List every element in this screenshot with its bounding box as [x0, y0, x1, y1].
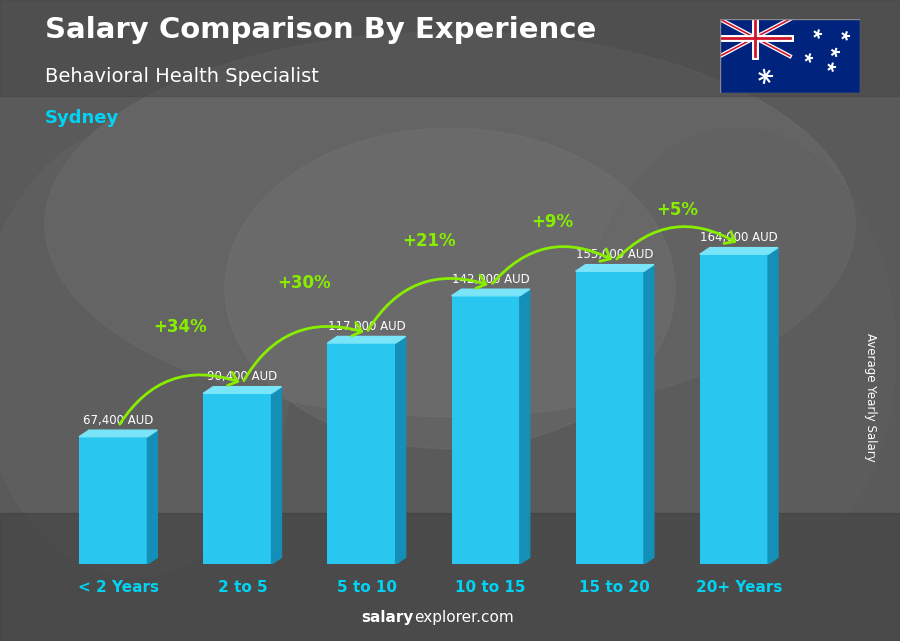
Polygon shape	[576, 265, 654, 271]
Polygon shape	[644, 265, 654, 564]
Text: 90,400 AUD: 90,400 AUD	[207, 370, 277, 383]
Polygon shape	[520, 289, 530, 564]
Text: Behavioral Health Specialist: Behavioral Health Specialist	[45, 67, 319, 87]
FancyArrowPatch shape	[368, 275, 486, 331]
Text: 155,000 AUD: 155,000 AUD	[576, 248, 653, 261]
Polygon shape	[396, 337, 406, 564]
Text: 164,000 AUD: 164,000 AUD	[700, 231, 778, 244]
Text: Average Yearly Salary: Average Yearly Salary	[865, 333, 878, 462]
Text: 15 to 20: 15 to 20	[580, 580, 650, 595]
FancyArrowPatch shape	[120, 372, 238, 424]
Bar	[203, 394, 272, 564]
Polygon shape	[272, 387, 282, 564]
Text: 10 to 15: 10 to 15	[455, 580, 526, 595]
Ellipse shape	[225, 128, 675, 449]
Text: +30%: +30%	[277, 274, 331, 292]
FancyArrowPatch shape	[244, 322, 362, 381]
Polygon shape	[148, 430, 157, 564]
Bar	[0, 513, 900, 641]
Ellipse shape	[580, 128, 896, 577]
Bar	[328, 343, 396, 564]
Text: Sydney: Sydney	[45, 109, 119, 127]
Text: 5 to 10: 5 to 10	[337, 580, 397, 595]
Polygon shape	[768, 247, 778, 564]
Text: Salary Comparison By Experience: Salary Comparison By Experience	[45, 16, 596, 44]
Ellipse shape	[45, 32, 855, 417]
Polygon shape	[328, 337, 406, 343]
Ellipse shape	[0, 128, 292, 577]
FancyArrowPatch shape	[492, 247, 610, 283]
Bar	[452, 296, 520, 564]
FancyArrowPatch shape	[616, 227, 734, 259]
Text: +34%: +34%	[153, 319, 207, 337]
Bar	[700, 254, 768, 564]
Text: +9%: +9%	[532, 213, 574, 231]
Text: salary: salary	[362, 610, 414, 625]
Text: 117,000 AUD: 117,000 AUD	[328, 320, 405, 333]
Polygon shape	[79, 430, 158, 437]
Text: explorer.com: explorer.com	[414, 610, 514, 625]
Text: 20+ Years: 20+ Years	[696, 580, 782, 595]
Text: < 2 Years: < 2 Years	[77, 580, 158, 595]
Bar	[576, 271, 644, 564]
Polygon shape	[203, 387, 282, 394]
Polygon shape	[452, 289, 530, 296]
Text: 2 to 5: 2 to 5	[218, 580, 267, 595]
Text: 67,400 AUD: 67,400 AUD	[83, 413, 153, 426]
Text: +21%: +21%	[401, 231, 455, 250]
Bar	[79, 437, 148, 564]
Bar	[0, 0, 900, 96]
Text: 142,000 AUD: 142,000 AUD	[452, 272, 529, 286]
Polygon shape	[700, 247, 778, 254]
Text: +5%: +5%	[656, 201, 698, 219]
